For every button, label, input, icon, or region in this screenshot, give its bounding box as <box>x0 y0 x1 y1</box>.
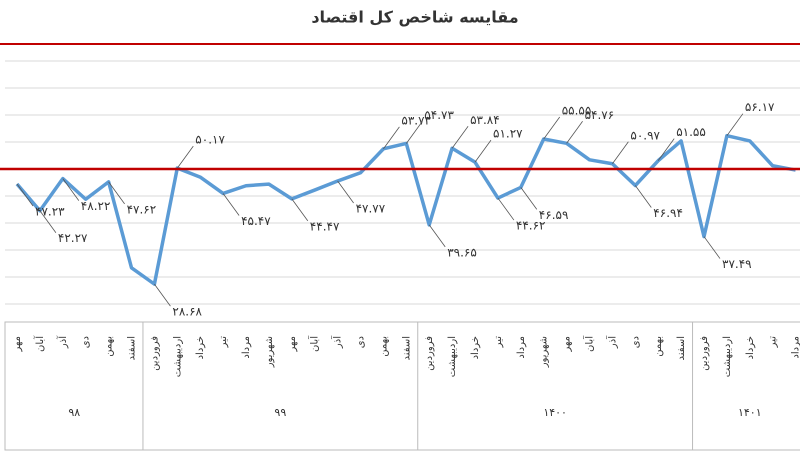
x-tick-label: بهمن <box>104 336 115 357</box>
x-tick-label: مرداد <box>516 336 527 359</box>
group-label: ۹۹ <box>274 406 286 419</box>
x-tick-label: اردیبهشت <box>172 336 183 377</box>
x-tick-label: اردیبهشت <box>447 336 458 377</box>
x-tick-label: تیر <box>768 336 779 349</box>
data-label: ۵۰.۱۷ <box>195 133 225 147</box>
chart-title: مقایسه شاخص کل اقتصاد <box>311 8 518 27</box>
x-tick-label: خرداد <box>745 336 756 359</box>
label-leader <box>62 178 80 201</box>
x-tick-label: دی <box>630 336 641 348</box>
data-label: ۴۷.۶۲ <box>127 202 157 216</box>
data-label: ۴۵.۴۷ <box>241 214 271 228</box>
data-label: ۵۰.۹۷ <box>630 128 660 142</box>
data-label: ۴۶.۵۹ <box>539 208 569 222</box>
data-label: ۴۷.۲۳ <box>35 204 65 218</box>
label-leader <box>566 121 583 144</box>
x-tick-label: بهمن <box>653 336 664 357</box>
label-leader <box>497 197 515 221</box>
x-tick-label: مرداد <box>791 336 800 359</box>
x-tick-label: آذر <box>56 335 69 349</box>
data-label: ۴۸.۲۲ <box>81 199 111 213</box>
data-label: ۵۱.۵۵ <box>676 125 706 139</box>
data-label: ۵۴.۷۶ <box>585 108 615 122</box>
data-label: ۴۶.۹۴ <box>653 206 683 220</box>
x-tick-label: شهریور <box>539 336 550 368</box>
x-tick-label: آبان <box>583 335 596 352</box>
x-tick-label: آذر <box>331 335 344 349</box>
data-label: ۵۳.۸۴ <box>470 113 500 127</box>
data-label: ۴۴.۴۷ <box>310 219 340 233</box>
x-tick-label: فروردین <box>699 336 710 371</box>
group-label: ۱۴۰۰ <box>543 406 567 419</box>
x-tick-label: تیر <box>218 336 229 349</box>
label-leader <box>39 210 57 233</box>
x-tick-label: آبان <box>308 335 321 352</box>
label-leader <box>428 224 446 248</box>
label-leader <box>543 116 561 140</box>
data-label: ۳۷.۴۹ <box>722 257 752 271</box>
label-leader <box>337 180 354 204</box>
x-tick-label: اسفند <box>127 336 138 360</box>
x-tick-label: خرداد <box>470 336 481 359</box>
group-label: ۹۸ <box>68 406 80 419</box>
label-leader <box>16 183 34 207</box>
x-tick-label: دی <box>81 336 92 348</box>
x-tick-label: خرداد <box>195 336 206 359</box>
x-tick-label: اسفند <box>401 336 412 360</box>
x-tick-label: آبان <box>33 335 46 352</box>
label-leader <box>726 113 744 136</box>
label-leader <box>222 193 240 216</box>
x-tick-label: مهر <box>12 336 23 352</box>
label-leader <box>703 236 721 259</box>
label-leader <box>474 139 492 163</box>
label-leader <box>612 141 629 164</box>
data-label: ۴۷.۷۷ <box>356 202 386 216</box>
x-tick-label: دی <box>356 336 367 348</box>
label-leader <box>634 185 652 208</box>
label-leader <box>383 126 400 150</box>
data-label: ۴۲.۲۷ <box>58 231 88 245</box>
x-tick-label: بهمن <box>378 336 389 357</box>
label-leader <box>154 283 171 307</box>
x-tick-label: تیر <box>493 336 504 349</box>
label-leader <box>291 198 309 222</box>
axis-box <box>4 321 800 451</box>
data-label: ۵۱.۲۷ <box>493 127 523 141</box>
x-tick-label: آذر <box>605 335 618 349</box>
data-label: ۵۶.۱۷ <box>745 100 775 114</box>
data-label: ۵۴.۷۳ <box>424 108 454 122</box>
data-label: ۳۹.۶۵ <box>447 245 477 259</box>
x-tick-label: مهر <box>287 336 298 352</box>
data-label: ۴۴.۶۲ <box>516 219 546 233</box>
x-tick-label: فروردین <box>149 336 160 371</box>
data-label: ۲۸.۶۸ <box>172 305 202 319</box>
x-tick-label: فروردین <box>424 336 435 371</box>
label-leader <box>176 145 194 169</box>
x-tick-label: شهریور <box>264 336 275 368</box>
label-leader <box>657 138 675 161</box>
label-leader <box>405 121 423 144</box>
label-leader <box>108 181 125 205</box>
data-label: ۵۵.۵۵ <box>562 104 592 118</box>
x-tick-label: مهر <box>562 336 573 352</box>
x-tick-label: مرداد <box>241 336 252 359</box>
group-label: ۱۴۰۱ <box>738 406 762 419</box>
label-leader <box>451 126 469 149</box>
x-tick-label: اسفند <box>676 336 687 360</box>
x-tick-label: اردیبهشت <box>722 336 733 377</box>
data-label: ۵۳.۷۳ <box>401 113 431 127</box>
label-leader <box>520 187 538 210</box>
